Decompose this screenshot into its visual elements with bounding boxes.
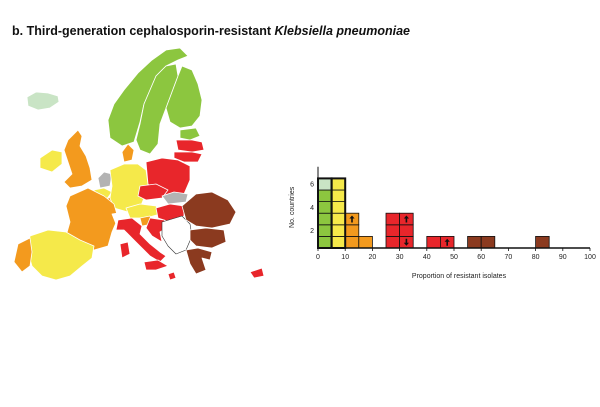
- map-region-germany: [109, 163, 149, 213]
- histogram-cell: [535, 235, 550, 249]
- x-tick-label: 60: [477, 254, 485, 261]
- x-tick-label: 30: [396, 254, 404, 261]
- histogram-cell: [331, 212, 346, 226]
- map-region-slovakia: [161, 191, 189, 205]
- x-tick-label: 20: [369, 254, 377, 261]
- map-region-romania: [181, 191, 237, 229]
- histogram-cell: [385, 212, 401, 226]
- histogram-cell: [344, 224, 360, 237]
- map-region-greece: [185, 247, 213, 275]
- map-region-malta: [167, 271, 177, 281]
- map-region-bulgaria: [189, 227, 227, 249]
- histogram-cell: [331, 177, 346, 191]
- arrow-up-icon: [403, 215, 409, 223]
- x-axis-title: Proportion of resistant isolates: [412, 273, 507, 280]
- x-tick-label: 0: [316, 254, 320, 261]
- histogram-cell: [467, 235, 482, 249]
- map-region-iceland: [26, 91, 60, 111]
- x-tick-label: 90: [559, 254, 567, 261]
- histogram-cell: [331, 189, 346, 203]
- x-tick-label: 50: [450, 254, 458, 261]
- histogram-cell: [317, 177, 333, 191]
- y-tick-label: 6: [310, 182, 314, 189]
- y-axis-title: No. countries: [289, 186, 296, 228]
- y-tick-label: 4: [310, 205, 314, 212]
- histogram-cell: [317, 212, 333, 226]
- map-region-united-kingdom: [63, 129, 93, 189]
- histogram-cell: [317, 201, 333, 214]
- map-region-cyprus: [249, 267, 265, 279]
- histogram-cell: [331, 201, 346, 214]
- histogram-cell: [480, 235, 496, 249]
- histogram-cell: [385, 235, 401, 249]
- histogram-cell: [358, 235, 373, 249]
- histogram-cell: [344, 235, 360, 249]
- histogram-cell: [317, 235, 333, 249]
- histogram-cell: [385, 224, 401, 237]
- map-region-portugal: [13, 237, 33, 273]
- x-tick-label: 80: [532, 254, 540, 261]
- x-axis-ticks: 0 10 20 30 40 50 60 70 80 90 100: [316, 248, 596, 261]
- map-region-estonia: [179, 127, 201, 141]
- map-region-france: [65, 187, 119, 251]
- map-region-czechia: [137, 183, 169, 201]
- map-region-lithuania: [173, 151, 203, 163]
- figure-title: b. Third-generation cephalosporin-resist…: [12, 24, 410, 38]
- y-axis-ticks: 2 4 6: [310, 182, 314, 235]
- title-organism: Klebsiella pneumoniae: [274, 24, 410, 38]
- arrow-down-icon: [403, 238, 409, 246]
- histogram-cell: [426, 235, 441, 249]
- x-tick-label: 10: [341, 254, 349, 261]
- map-region-italy: [115, 217, 167, 263]
- map-region-sardinia: [119, 241, 131, 259]
- arrow-up-icon: [444, 238, 450, 246]
- map-region-norway: [107, 47, 189, 147]
- map-region-sicily: [143, 259, 169, 271]
- map-region-finland: [165, 65, 203, 129]
- histogram-bars: [317, 177, 550, 249]
- x-tick-label: 100: [584, 254, 596, 261]
- title-prefix: b. Third-generation cephalosporin-resist…: [12, 24, 275, 38]
- x-tick-label: 70: [505, 254, 513, 261]
- histogram-cell: [317, 189, 333, 203]
- histogram-trend-arrows: [349, 215, 450, 246]
- histogram-cell: [399, 224, 414, 237]
- x-tick-label: 40: [423, 254, 431, 261]
- histogram-cell: [331, 224, 346, 237]
- map-region-latvia: [175, 139, 205, 153]
- histogram-cell: [331, 235, 346, 249]
- y-tick-label: 2: [310, 228, 314, 235]
- map-region-spain: [27, 229, 95, 281]
- map-region-denmark: [121, 143, 135, 163]
- arrow-up-icon: [349, 215, 355, 223]
- map-region-ireland: [39, 149, 63, 173]
- histogram-cell: [317, 224, 333, 237]
